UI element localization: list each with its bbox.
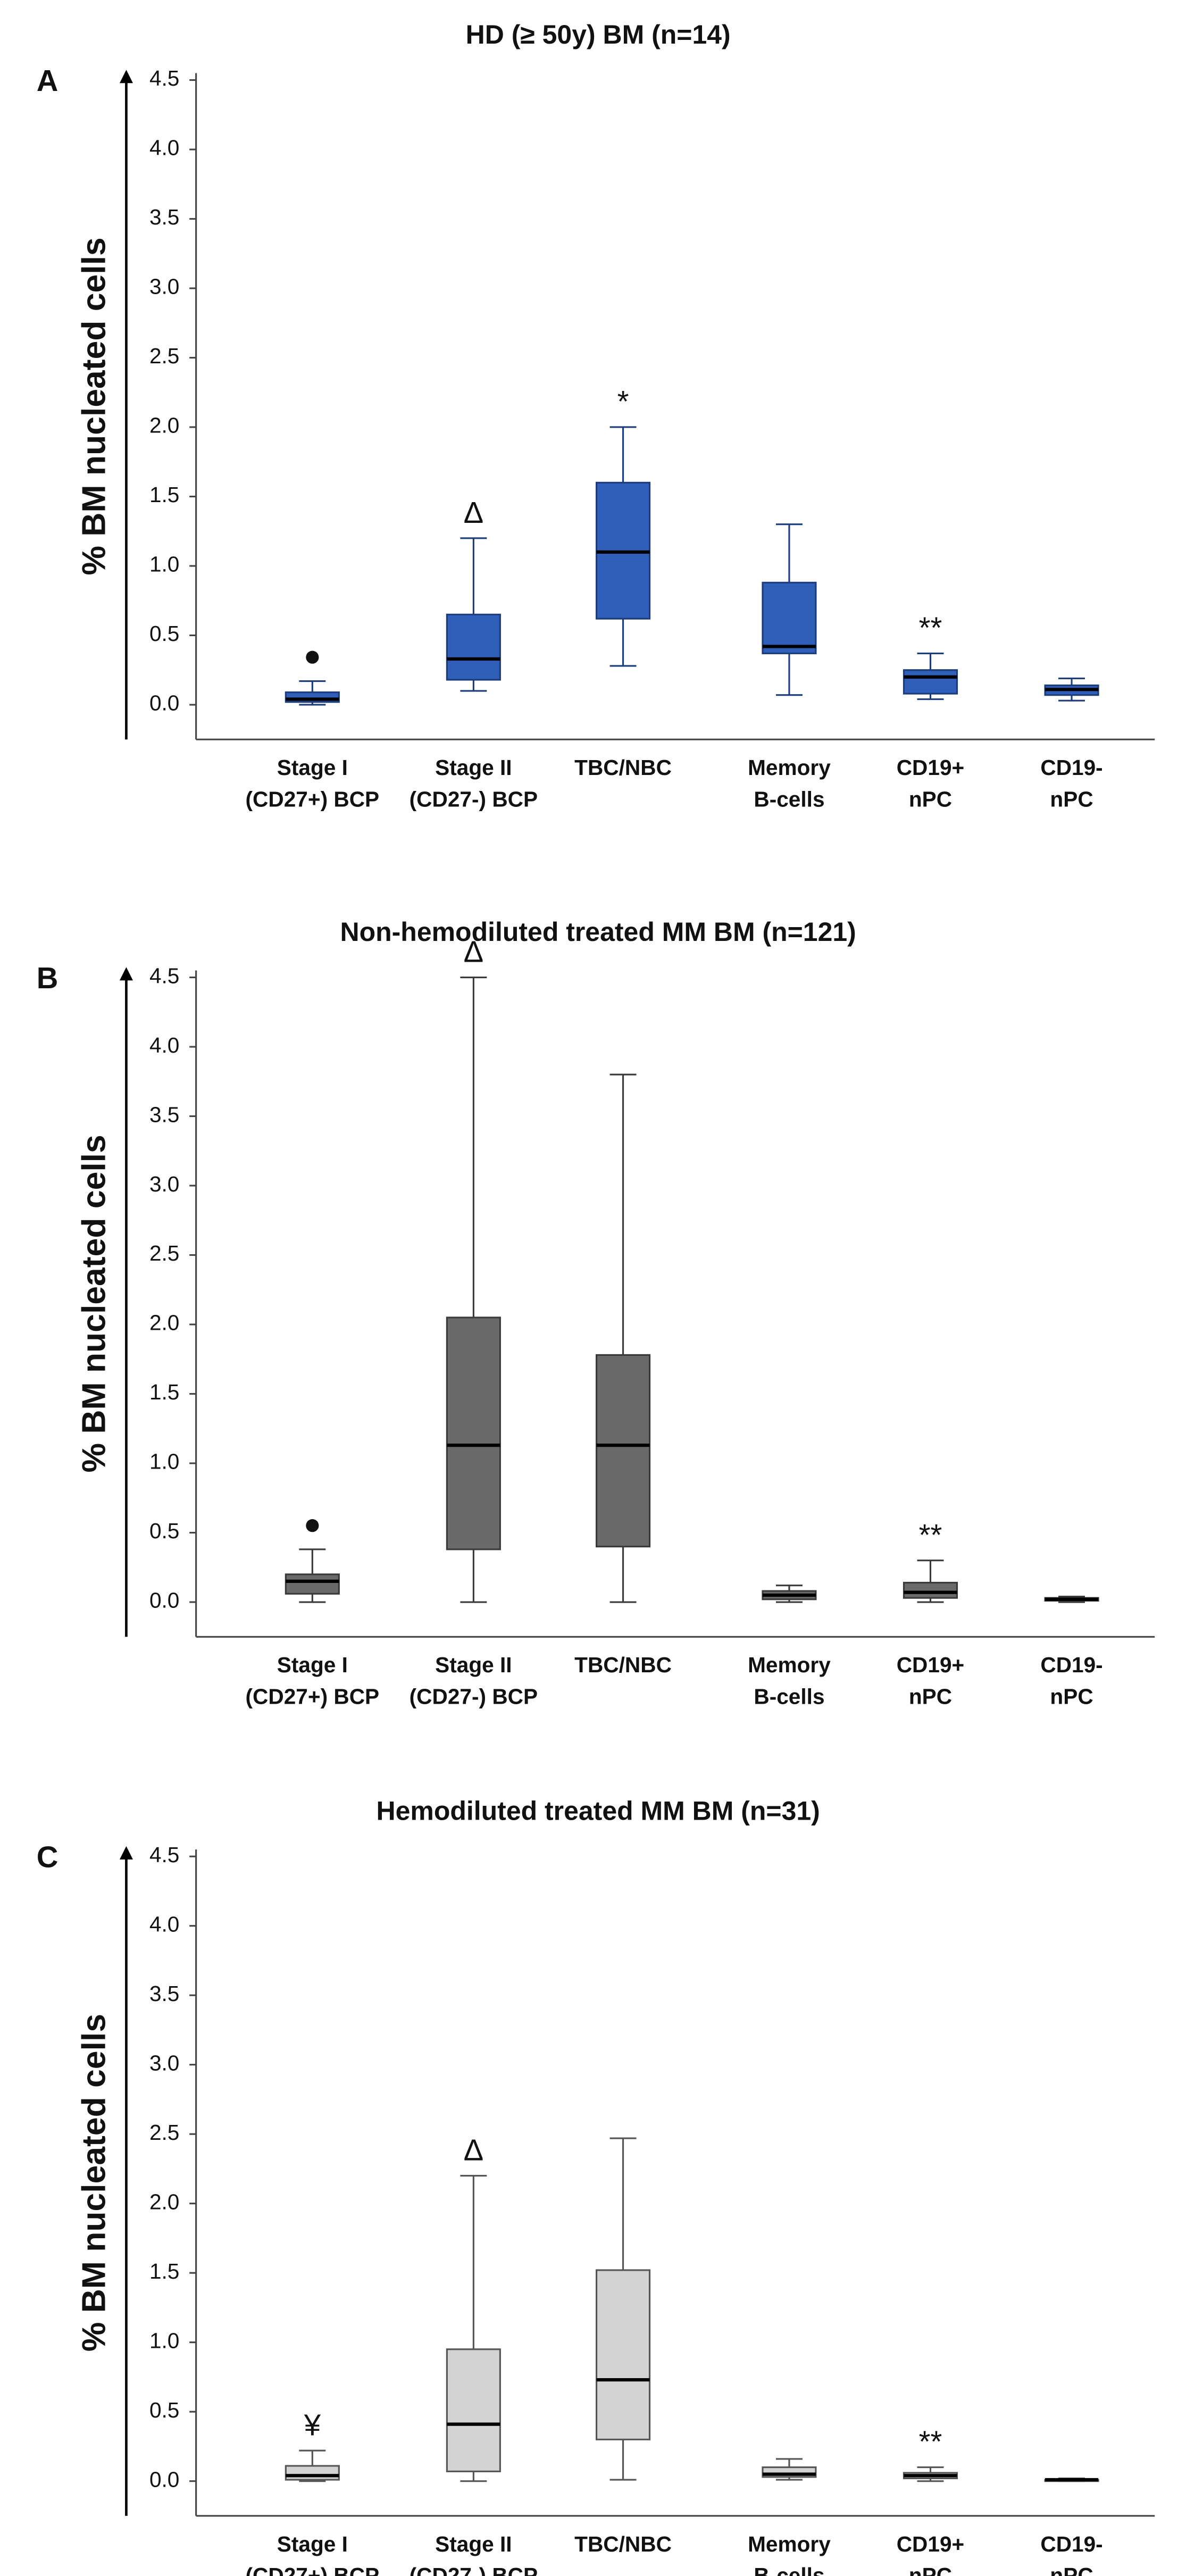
x-tick-label: (CD27-) BCP [410, 2563, 538, 2576]
annotation: Δ [464, 496, 484, 529]
box [903, 1581, 958, 1599]
y-axis-label: % BM nucleated cells [76, 2014, 113, 2352]
annotation: Δ [464, 2133, 484, 2167]
y-tick-label: 4.5 [149, 66, 179, 90]
y-tick-label: 4.0 [149, 1912, 179, 1936]
x-tick-label: B-cells [754, 2563, 824, 2576]
annotation: ** [919, 611, 942, 645]
x-tick-label: CD19+ [897, 1653, 965, 1677]
box [446, 613, 501, 681]
y-tick-label: 0.0 [149, 691, 179, 715]
y-tick-label: 3.0 [149, 2050, 179, 2075]
x-tick-label: TBC/NBC [574, 755, 672, 780]
x-tick-label: B-cells [754, 1685, 824, 1709]
y-tick-label: 1.5 [149, 2259, 179, 2283]
x-tick-label: (CD27-) BCP [410, 1685, 538, 1709]
box [903, 669, 958, 695]
y-axis-label: % BM nucleated cells [76, 1135, 113, 1472]
box [285, 2465, 340, 2481]
box [762, 581, 817, 654]
x-tick-label: (CD27+) BCP [246, 1685, 380, 1709]
annotation: ** [919, 2425, 942, 2458]
x-tick-label: CD19+ [897, 755, 965, 780]
x-tick-label: nPC [1050, 2563, 1093, 2576]
x-tick-label: Stage I [277, 2532, 348, 2556]
annotation: ● [303, 639, 321, 672]
y-tick-label: 3.5 [149, 1981, 179, 2006]
y-tick-label: 4.5 [149, 963, 179, 988]
box [285, 1573, 340, 1595]
x-tick-label: Stage I [277, 1653, 348, 1677]
y-arrow-head [119, 1846, 133, 1860]
chart-title: HD (≥ 50y) BM (n=14) [466, 20, 731, 49]
x-tick-label: Memory [748, 755, 831, 780]
box [595, 1354, 651, 1548]
chart-panel: B Non-hemodiluted treated MM BM (n=121) % … [37, 917, 1155, 1709]
x-tick-label: nPC [1050, 787, 1093, 812]
y-tick-label: 1.5 [149, 1380, 179, 1404]
x-tick-label: nPC [1050, 1685, 1093, 1709]
x-tick-label: Stage I [277, 755, 348, 780]
y-arrow-head [119, 967, 133, 981]
x-tick-label: Memory [748, 1653, 831, 1677]
x-tick-label: TBC/NBC [574, 1653, 672, 1677]
panel-letter: C [37, 1840, 59, 1874]
y-tick-label: 3.0 [149, 1172, 179, 1196]
y-tick-label: 4.5 [149, 1843, 179, 1867]
y-tick-label: 2.0 [149, 1311, 179, 1335]
y-tick-label: 3.5 [149, 205, 179, 229]
chart-panel: C Hemodiluted treated MM BM (n=31) % BM nu… [37, 1796, 1155, 2576]
chart-panel: A HD (≥ 50y) BM (n=14) % BM nucleated cell… [37, 20, 1155, 812]
y-tick-label: 3.5 [149, 1102, 179, 1127]
y-tick-label: 4.0 [149, 1033, 179, 1057]
y-tick-label: 0.5 [149, 621, 179, 646]
y-tick-label: 2.0 [149, 2189, 179, 2214]
y-tick-label: 0.0 [149, 1588, 179, 1613]
annotation: ¥ [304, 2408, 321, 2441]
x-tick-label: (CD27+) BCP [246, 787, 380, 812]
annotation: ** [919, 1518, 942, 1552]
y-tick-label: 2.5 [149, 344, 179, 368]
y-tick-label: 2.5 [149, 1241, 179, 1265]
chart-title: Non-hemodiluted treated MM BM (n=121) [340, 917, 856, 947]
x-tick-label: nPC [909, 1685, 952, 1709]
panel-letter: A [37, 64, 59, 97]
y-tick-label: 1.0 [149, 552, 179, 577]
y-axis-label: % BM nucleated cells [76, 237, 113, 575]
x-tick-label: CD19+ [897, 2532, 965, 2556]
x-tick-label: nPC [909, 787, 952, 812]
annotation: ● [303, 1507, 321, 1540]
y-tick-label: 0.5 [149, 1519, 179, 1543]
x-tick-label: Stage II [435, 1653, 512, 1677]
x-tick-label: Stage II [435, 2532, 512, 2556]
y-tick-label: 2.5 [149, 2120, 179, 2145]
x-tick-label: Stage II [435, 755, 512, 780]
annotation: * [617, 385, 629, 418]
annotation: Δ [464, 935, 484, 969]
x-tick-label: CD19- [1040, 755, 1102, 780]
box [446, 2348, 501, 2472]
x-tick-label: (CD27+) BCP [246, 2563, 380, 2576]
y-tick-label: 1.5 [149, 482, 179, 507]
x-tick-label: nPC [909, 2563, 952, 2576]
x-tick-label: Memory [748, 2532, 831, 2556]
y-tick-label: 4.0 [149, 136, 179, 160]
x-tick-label: TBC/NBC [574, 2532, 672, 2556]
y-tick-label: 3.0 [149, 274, 179, 299]
y-tick-label: 1.0 [149, 1449, 179, 1474]
y-tick-label: 2.0 [149, 413, 179, 438]
x-tick-label: B-cells [754, 787, 824, 812]
chart-title: Hemodiluted treated MM BM (n=31) [377, 1796, 820, 1826]
box [446, 1316, 501, 1550]
box [595, 2269, 651, 2440]
panel-letter: B [37, 961, 59, 995]
x-tick-label: CD19- [1040, 2532, 1102, 2556]
y-tick-label: 1.0 [149, 2328, 179, 2353]
y-tick-label: 0.0 [149, 2467, 179, 2491]
x-tick-label: (CD27-) BCP [410, 787, 538, 812]
x-tick-label: CD19- [1040, 1653, 1102, 1677]
y-tick-label: 0.5 [149, 2398, 179, 2422]
y-arrow-head [119, 70, 133, 84]
